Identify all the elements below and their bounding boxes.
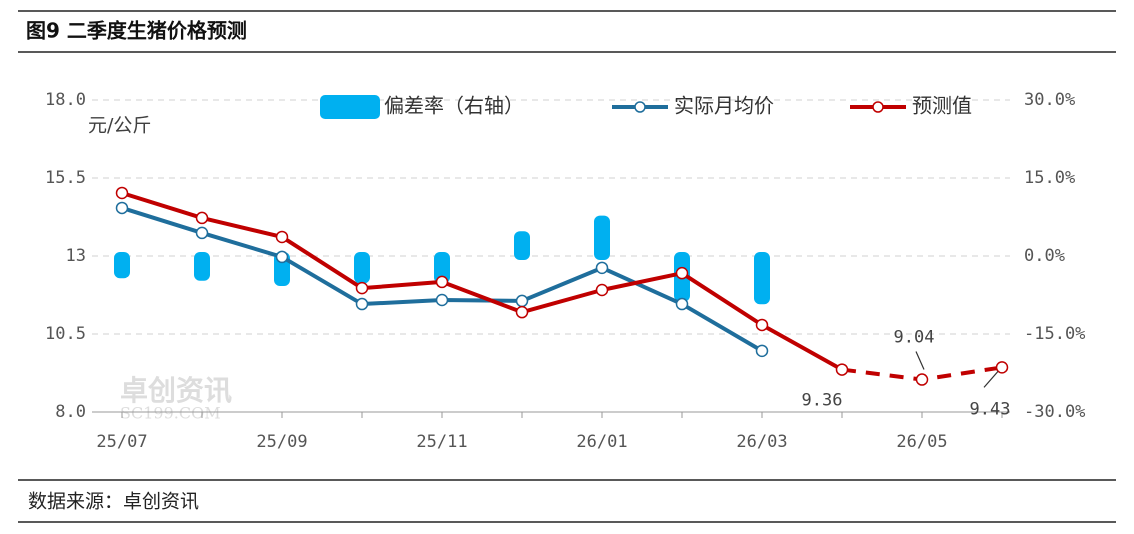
bar [594, 215, 610, 260]
point [275, 250, 289, 264]
y2-tick-label: 0.0% [1024, 246, 1065, 266]
data-label: 9.43 [970, 399, 1011, 419]
watermark: 卓创资讯 [120, 374, 232, 407]
point [355, 281, 369, 295]
y2-tick-label: -30.0% [1024, 402, 1085, 422]
y-tick-label: 13 [66, 246, 86, 266]
y2-tick-label: 15.0% [1024, 168, 1075, 188]
bar [754, 252, 770, 305]
y-tick-label: 10.5 [45, 324, 86, 344]
legend-marker [634, 101, 646, 113]
x-tick-label: 26/05 [896, 432, 947, 452]
point [355, 297, 369, 311]
leader-line [983, 370, 999, 388]
bar [354, 252, 370, 284]
point [195, 211, 209, 225]
y2-tick-label: -15.0% [1024, 324, 1085, 344]
point [435, 293, 449, 307]
point [675, 297, 689, 311]
legend-label: 预测值 [912, 94, 972, 118]
point [915, 373, 929, 386]
y2-tick-label: 30.0% [1024, 90, 1075, 110]
point [755, 344, 769, 358]
bar [194, 252, 210, 281]
legend-label: 实际月均价 [674, 94, 774, 118]
leader-line [915, 351, 925, 370]
point [595, 261, 609, 275]
point [835, 363, 849, 376]
point [595, 283, 609, 297]
legend-swatch [320, 95, 380, 119]
point [755, 318, 769, 332]
y-tick-label: 8.0 [55, 402, 86, 422]
bar [434, 252, 450, 284]
x-tick-label: 25/09 [256, 432, 307, 452]
point [515, 305, 529, 319]
point [995, 361, 1009, 374]
bar [514, 231, 530, 260]
x-tick-label: 25/07 [96, 432, 147, 452]
point [115, 201, 129, 215]
y-unit: 元/公斤 [88, 115, 151, 137]
x-tick-label: 25/11 [416, 432, 467, 452]
point [195, 226, 209, 240]
point [515, 294, 529, 308]
point [435, 275, 449, 289]
series-line [121, 191, 843, 372]
y-tick-label: 15.5 [45, 168, 86, 188]
point [675, 266, 689, 280]
legend-marker [872, 101, 884, 113]
bar [114, 252, 130, 279]
point [115, 186, 129, 200]
title: 图9 二季度生猪价格预测 [26, 19, 247, 43]
data-label: 9.04 [894, 328, 935, 348]
y-tick-label: 18.0 [45, 90, 86, 110]
data-label: 9.36 [802, 391, 843, 411]
source: 数据来源：卓创资讯 [28, 491, 199, 513]
x-tick-label: 26/01 [576, 432, 627, 452]
x-tick-label: 26/03 [736, 432, 787, 452]
watermark: SC199.COM [120, 404, 221, 423]
point [275, 230, 289, 244]
legend-label: 偏差率（右轴） [384, 94, 524, 118]
